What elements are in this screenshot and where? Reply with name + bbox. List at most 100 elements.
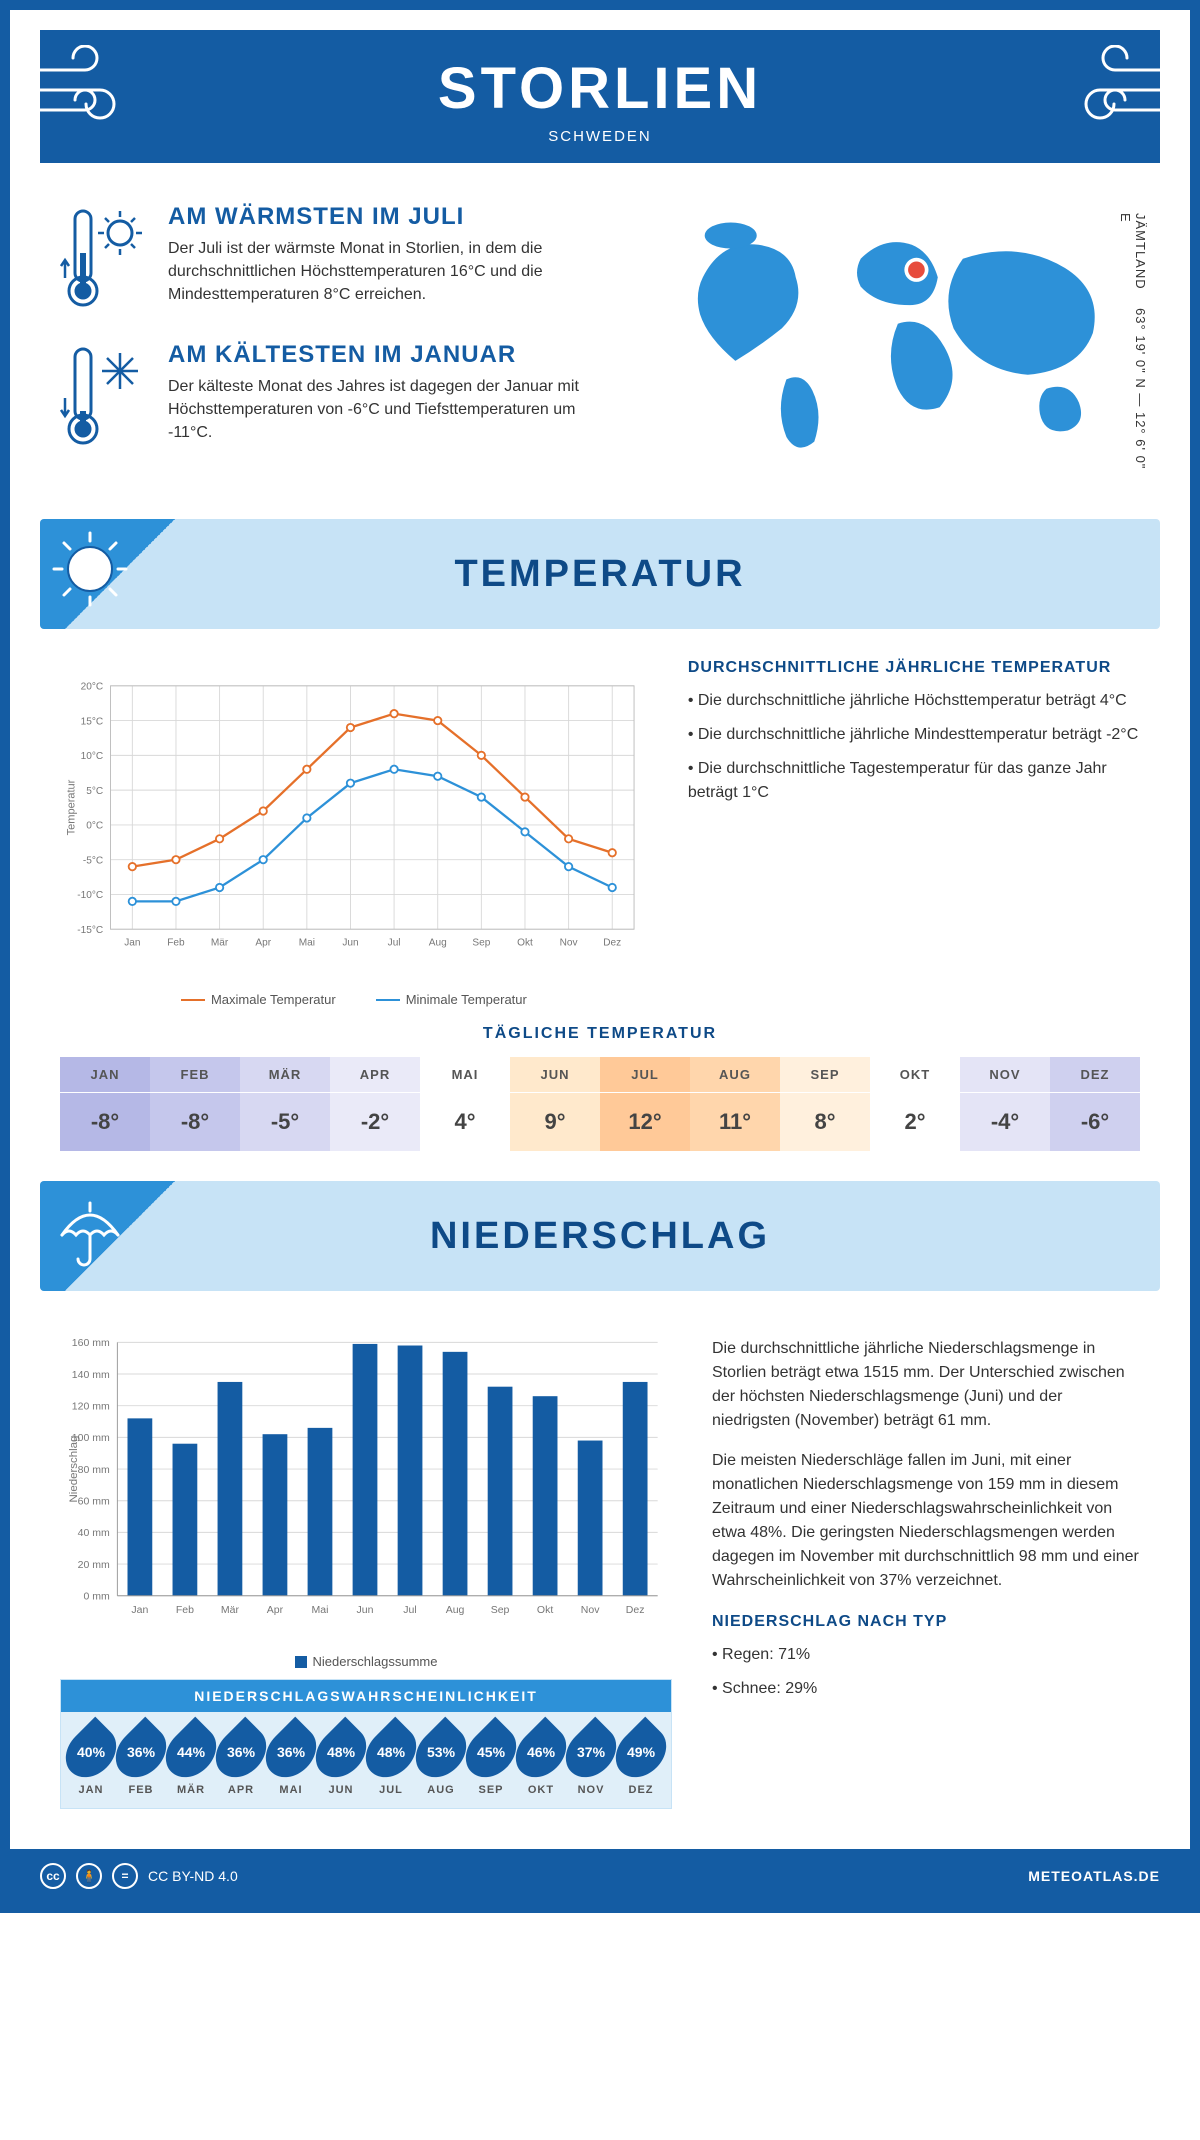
footer-bar: cc 🧍 = CC BY-ND 4.0 METEOATLAS.DE (10, 1849, 1190, 1903)
svg-text:160 mm: 160 mm (72, 1337, 110, 1349)
probability-drop: 49%DEZ (619, 1724, 663, 1796)
warmest-title: AM WÄRMSTEN IM JULI (168, 203, 616, 231)
probability-drop: 53%AUG (419, 1724, 463, 1796)
cc-icon: cc (40, 1863, 66, 1889)
license-text: CC BY-ND 4.0 (148, 1868, 238, 1884)
probability-drop: 44%MÄR (169, 1724, 213, 1796)
temp-summary-item: Die durchschnittliche Tagestemperatur fü… (688, 757, 1140, 805)
svg-text:Jan: Jan (124, 938, 140, 949)
temperature-section-header: TEMPERATUR (40, 519, 1160, 629)
probability-drop: 36%FEB (119, 1724, 163, 1796)
svg-text:-5°C: -5°C (83, 855, 103, 866)
svg-text:20 mm: 20 mm (78, 1559, 110, 1571)
svg-text:Nov: Nov (581, 1604, 600, 1616)
coordinates-label: JÄMTLAND 63° 19' 0" N — 12° 6' 0" E (1118, 213, 1148, 479)
svg-text:0°C: 0°C (86, 821, 103, 832)
precip-chart-legend: Niederschlagssumme (60, 1654, 672, 1669)
daily-temp-cell: APR-2° (330, 1057, 420, 1151)
daily-temp-cell: MAI4° (420, 1057, 510, 1151)
svg-text:Apr: Apr (255, 938, 271, 949)
temp-chart-legend: Maximale Temperatur Minimale Temperatur (60, 992, 648, 1007)
svg-text:Aug: Aug (446, 1604, 465, 1616)
header-band: STORLIEN SCHWEDEN (40, 30, 1160, 163)
wind-icon (1055, 45, 1175, 135)
precipitation-title: NIEDERSCHLAG (430, 1215, 770, 1258)
daily-temp-cell: NOV-4° (960, 1057, 1050, 1151)
svg-text:120 mm: 120 mm (72, 1401, 110, 1413)
umbrella-icon (50, 1191, 130, 1271)
svg-text:10°C: 10°C (81, 751, 104, 762)
daily-temp-cell: MÄR-5° (240, 1057, 330, 1151)
country-label: SCHWEDEN (40, 128, 1160, 145)
probability-drop: 48%JUL (369, 1724, 413, 1796)
site-name: METEOATLAS.DE (1028, 1868, 1160, 1884)
probability-drop: 45%SEP (469, 1724, 513, 1796)
svg-text:Nov: Nov (560, 938, 579, 949)
svg-text:Apr: Apr (267, 1604, 284, 1616)
svg-text:Mai: Mai (299, 938, 315, 949)
svg-text:140 mm: 140 mm (72, 1369, 110, 1381)
probability-drop: 46%OKT (519, 1724, 563, 1796)
svg-text:Niederschlag: Niederschlag (68, 1436, 80, 1503)
svg-text:Temperatur: Temperatur (66, 779, 78, 835)
daily-temp-cell: JUL12° (600, 1057, 690, 1151)
coldest-fact: AM KÄLTESTEN IM JANUAR Der kälteste Mona… (60, 341, 616, 451)
infographic-frame: STORLIEN SCHWEDEN (0, 0, 1200, 1913)
temp-summary-item: Die durchschnittliche jährliche Höchstte… (688, 689, 1140, 713)
daily-temp-cell: DEZ-6° (1050, 1057, 1140, 1151)
world-map-icon (656, 203, 1140, 463)
svg-text:Jun: Jun (342, 938, 358, 949)
precip-type-item: Regen: 71% (712, 1643, 1140, 1667)
coldest-title: AM KÄLTESTEN IM JANUAR (168, 341, 616, 369)
svg-text:5°C: 5°C (86, 786, 103, 797)
precipitation-bar-chart: 0 mm20 mm40 mm60 mm80 mm100 mm120 mm140 … (60, 1321, 672, 1641)
wind-icon (25, 45, 145, 135)
temperature-summary: DURCHSCHNITTLICHE JÄHRLICHE TEMPERATUR D… (688, 659, 1140, 1007)
probability-drop: 37%NOV (569, 1724, 613, 1796)
svg-text:Sep: Sep (472, 938, 490, 949)
svg-text:Okt: Okt (537, 1604, 553, 1616)
precipitation-section-header: NIEDERSCHLAG (40, 1181, 1160, 1291)
probability-drop: 36%MAI (269, 1724, 313, 1796)
daily-temp-cell: AUG11° (690, 1057, 780, 1151)
svg-text:40 mm: 40 mm (78, 1527, 110, 1539)
daily-temp-cell: FEB-8° (150, 1057, 240, 1151)
license-block: cc 🧍 = CC BY-ND 4.0 (40, 1863, 238, 1889)
svg-text:Dez: Dez (626, 1604, 645, 1616)
svg-text:Jun: Jun (357, 1604, 374, 1616)
daily-temp-cell: SEP8° (780, 1057, 870, 1151)
svg-text:15°C: 15°C (81, 716, 104, 727)
daily-temp-cell: JAN-8° (60, 1057, 150, 1151)
svg-text:Sep: Sep (491, 1604, 510, 1616)
precip-type-item: Schnee: 29% (712, 1677, 1140, 1701)
svg-text:60 mm: 60 mm (78, 1496, 110, 1508)
daily-temp-title: TÄGLICHE TEMPERATUR (10, 1025, 1190, 1043)
thermometer-hot-icon (60, 203, 150, 313)
temperature-line-chart: -15°C-10°C-5°C0°C5°C10°C15°C20°CJanFebMä… (60, 659, 648, 979)
temperature-title: TEMPERATUR (454, 553, 745, 596)
by-icon: 🧍 (76, 1863, 102, 1889)
svg-text:Jul: Jul (403, 1604, 416, 1616)
svg-text:Aug: Aug (429, 938, 447, 949)
svg-text:80 mm: 80 mm (78, 1464, 110, 1476)
svg-text:-10°C: -10°C (77, 890, 103, 901)
probability-drop: 40%JAN (69, 1724, 113, 1796)
temp-summary-item: Die durchschnittliche jährliche Mindestt… (688, 723, 1140, 747)
svg-text:Mai: Mai (312, 1604, 329, 1616)
svg-text:20°C: 20°C (81, 681, 104, 692)
svg-text:Jul: Jul (388, 938, 401, 949)
probability-box: NIEDERSCHLAGSWAHRSCHEINLICHKEIT 40%JAN36… (60, 1679, 672, 1809)
probability-drop: 36%APR (219, 1724, 263, 1796)
svg-text:Feb: Feb (176, 1604, 194, 1616)
sun-icon (50, 529, 130, 609)
nd-icon: = (112, 1863, 138, 1889)
thermometer-cold-icon (60, 341, 150, 451)
probability-drop: 48%JUN (319, 1724, 363, 1796)
precipitation-summary: Die durchschnittliche jährliche Niedersc… (712, 1321, 1140, 1809)
svg-text:Mär: Mär (211, 938, 229, 949)
svg-text:Mär: Mär (221, 1604, 240, 1616)
city-title: STORLIEN (40, 55, 1160, 122)
intro-block: AM WÄRMSTEN IM JULI Der Juli ist der wär… (10, 163, 1190, 509)
warmest-fact: AM WÄRMSTEN IM JULI Der Juli ist der wär… (60, 203, 616, 313)
svg-text:-15°C: -15°C (77, 925, 103, 936)
